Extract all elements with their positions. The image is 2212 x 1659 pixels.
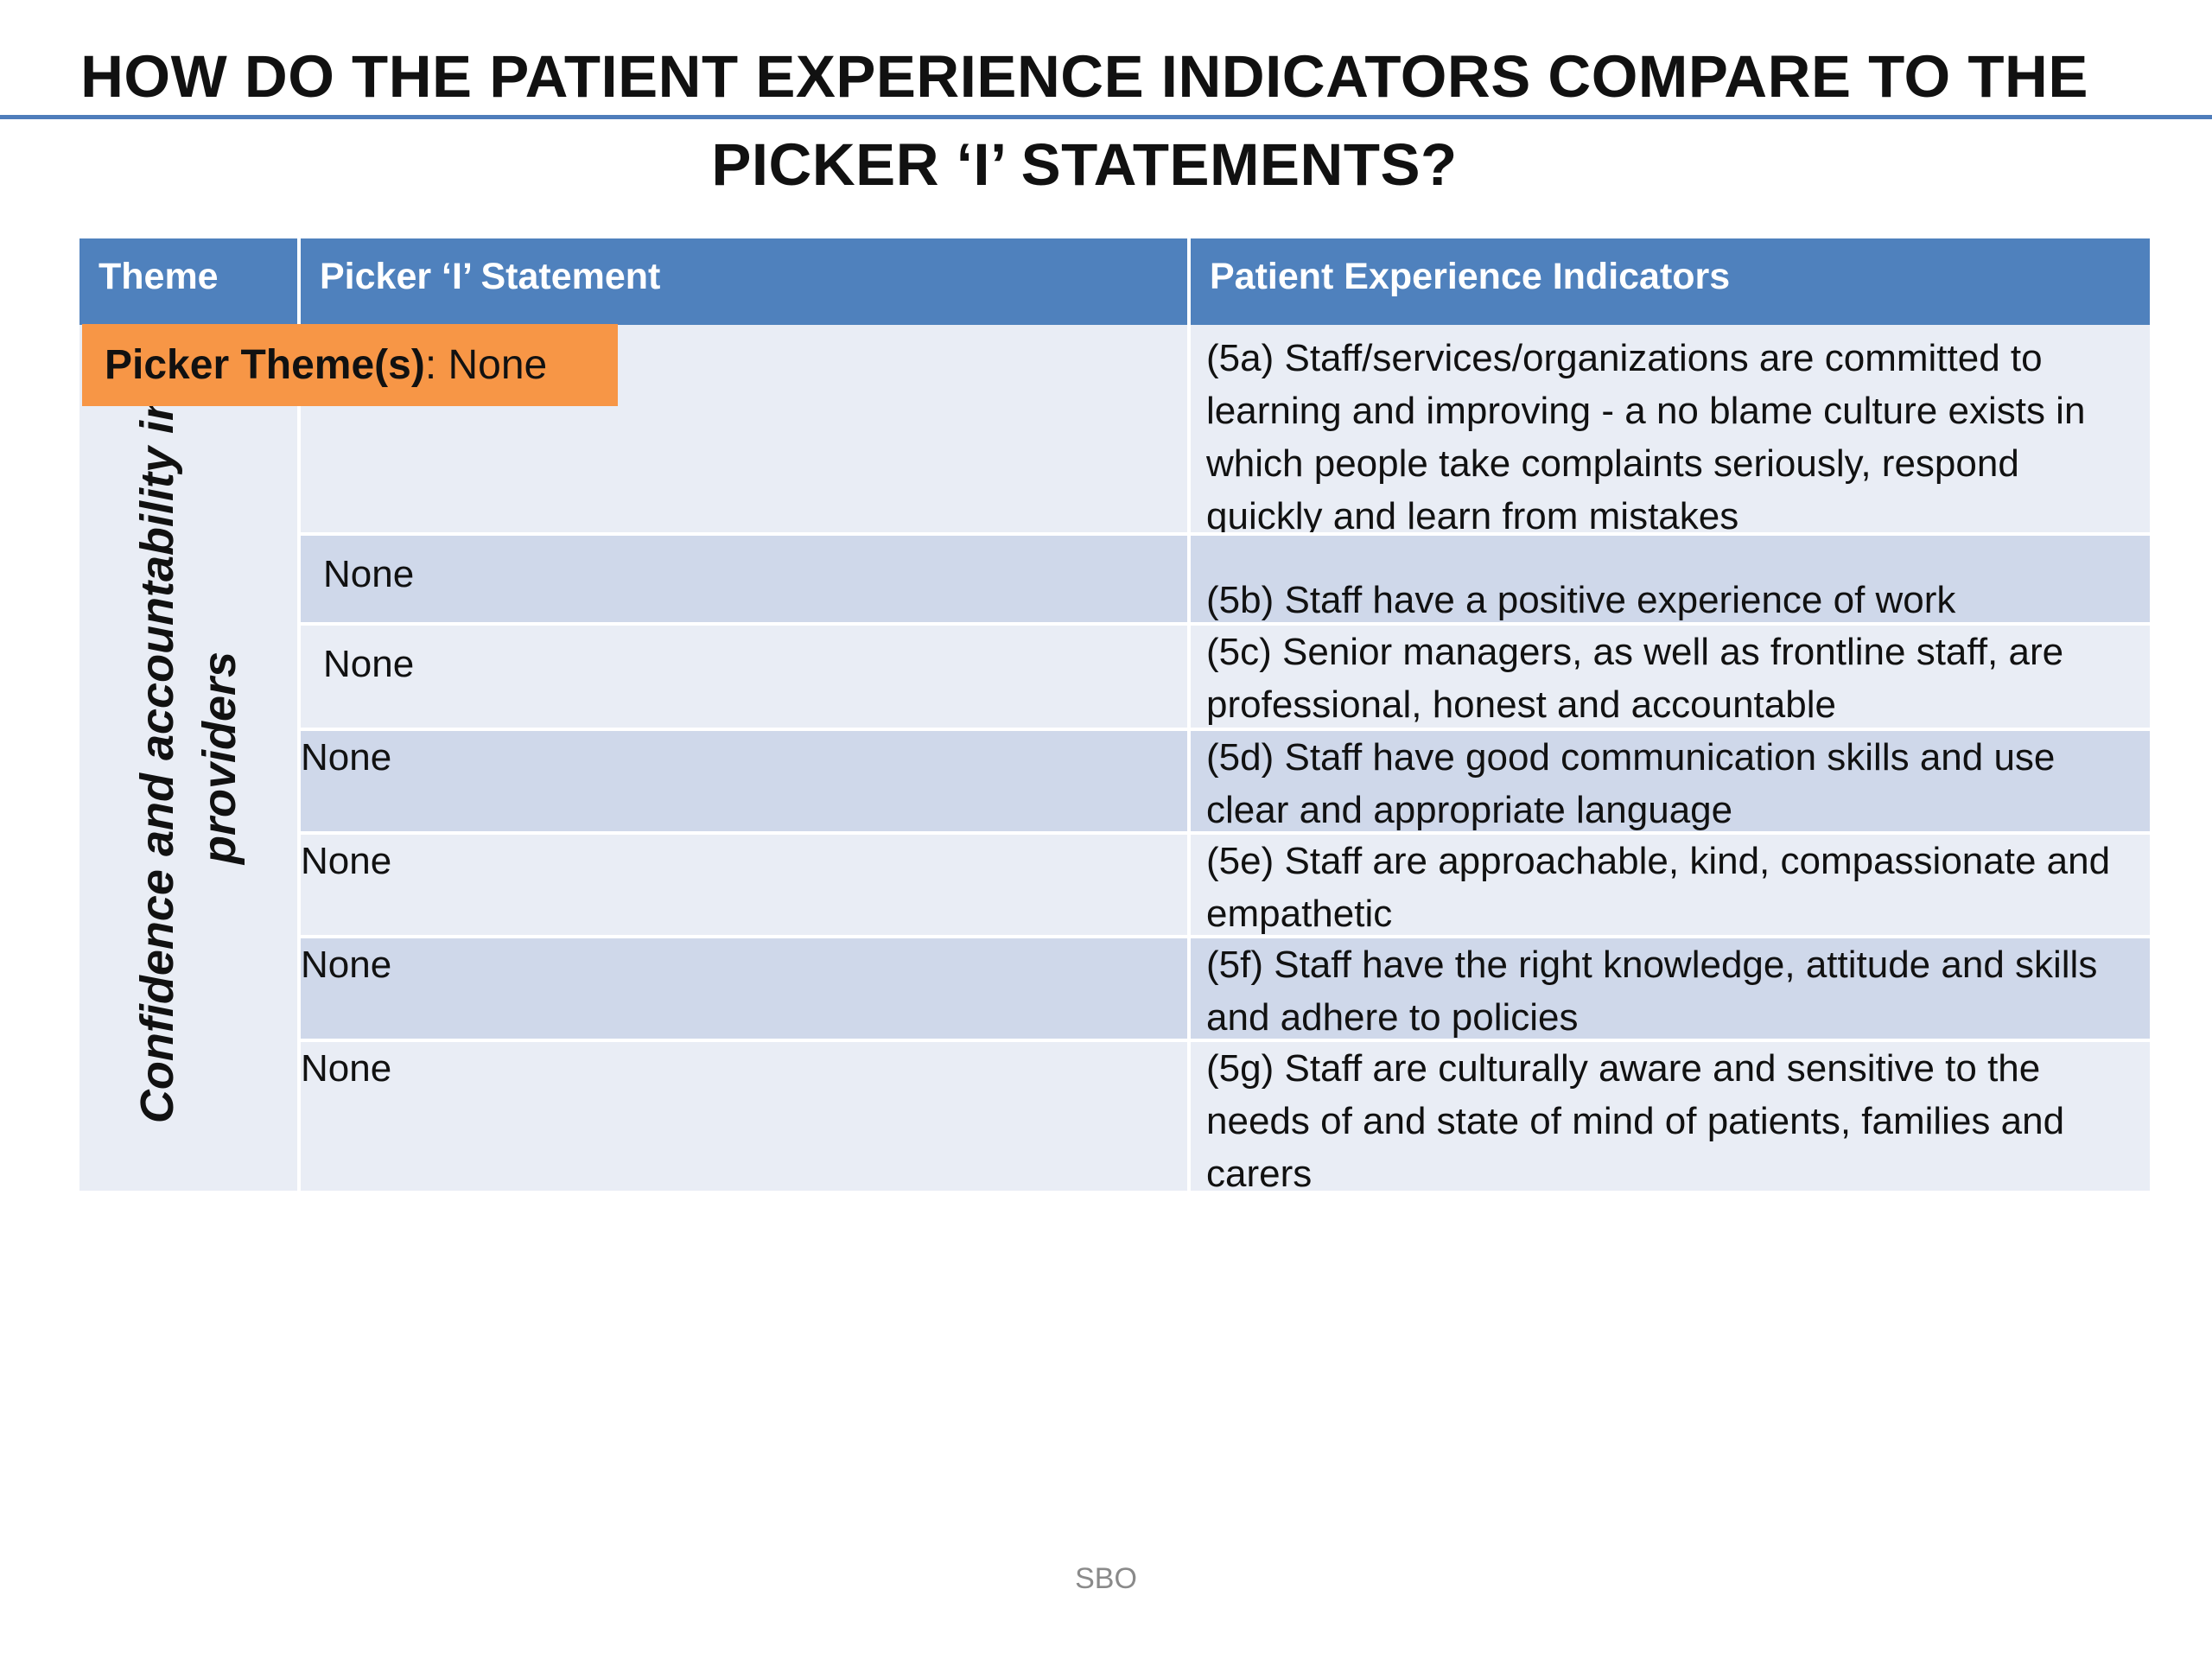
theme-label: Confidence and accountability in provide… <box>131 391 245 1124</box>
header-theme: Theme <box>79 238 297 325</box>
picker-theme-label: Picker Theme(s) <box>105 342 425 388</box>
table-row-picker: None <box>301 938 1187 1039</box>
column-divider <box>297 238 301 1191</box>
footer-text: SBO <box>1075 1562 1137 1595</box>
slide-title: HOW DO THE PATIENT EXPERIENCE INDICATORS… <box>80 43 2088 198</box>
table-row-indicator: (5c) Senior managers, as well as frontli… <box>1191 626 2150 728</box>
theme-cell: Confidence and accountability in provide… <box>79 325 297 1191</box>
column-divider <box>1187 238 1191 1191</box>
comparison-table: Theme Picker ‘I’ Statement Patient Exper… <box>79 238 2150 1191</box>
header-patient-experience-indicators: Patient Experience Indicators <box>1191 238 2150 325</box>
picker-theme-badge: Picker Theme(s): None <box>82 324 618 406</box>
header-picker-statement: Picker ‘I’ Statement <box>301 238 1187 325</box>
table-row-indicator: (5f) Staff have the right knowledge, att… <box>1191 938 2150 1039</box>
table-row-indicator: (5d) Staff have good communication skill… <box>1191 731 2150 831</box>
table-row-indicator: (5g) Staff are culturally aware and sens… <box>1191 1042 2150 1191</box>
picker-theme-value: : None <box>424 342 548 388</box>
title-rule <box>0 115 2212 119</box>
table-row-picker: None <box>301 835 1187 935</box>
table-row-indicator: (5e) Staff are approachable, kind, compa… <box>1191 835 2150 935</box>
table-row-indicator: (5b) Staff have a positive experience of… <box>1191 536 2150 622</box>
table-row-picker: None <box>301 731 1187 831</box>
table-row-picker: None <box>301 626 1187 728</box>
table-row-picker: None <box>301 1042 1187 1191</box>
table-row-picker: None <box>301 536 1187 622</box>
table-row-indicator: (5a) Staff/services/organizations are co… <box>1191 325 2150 532</box>
